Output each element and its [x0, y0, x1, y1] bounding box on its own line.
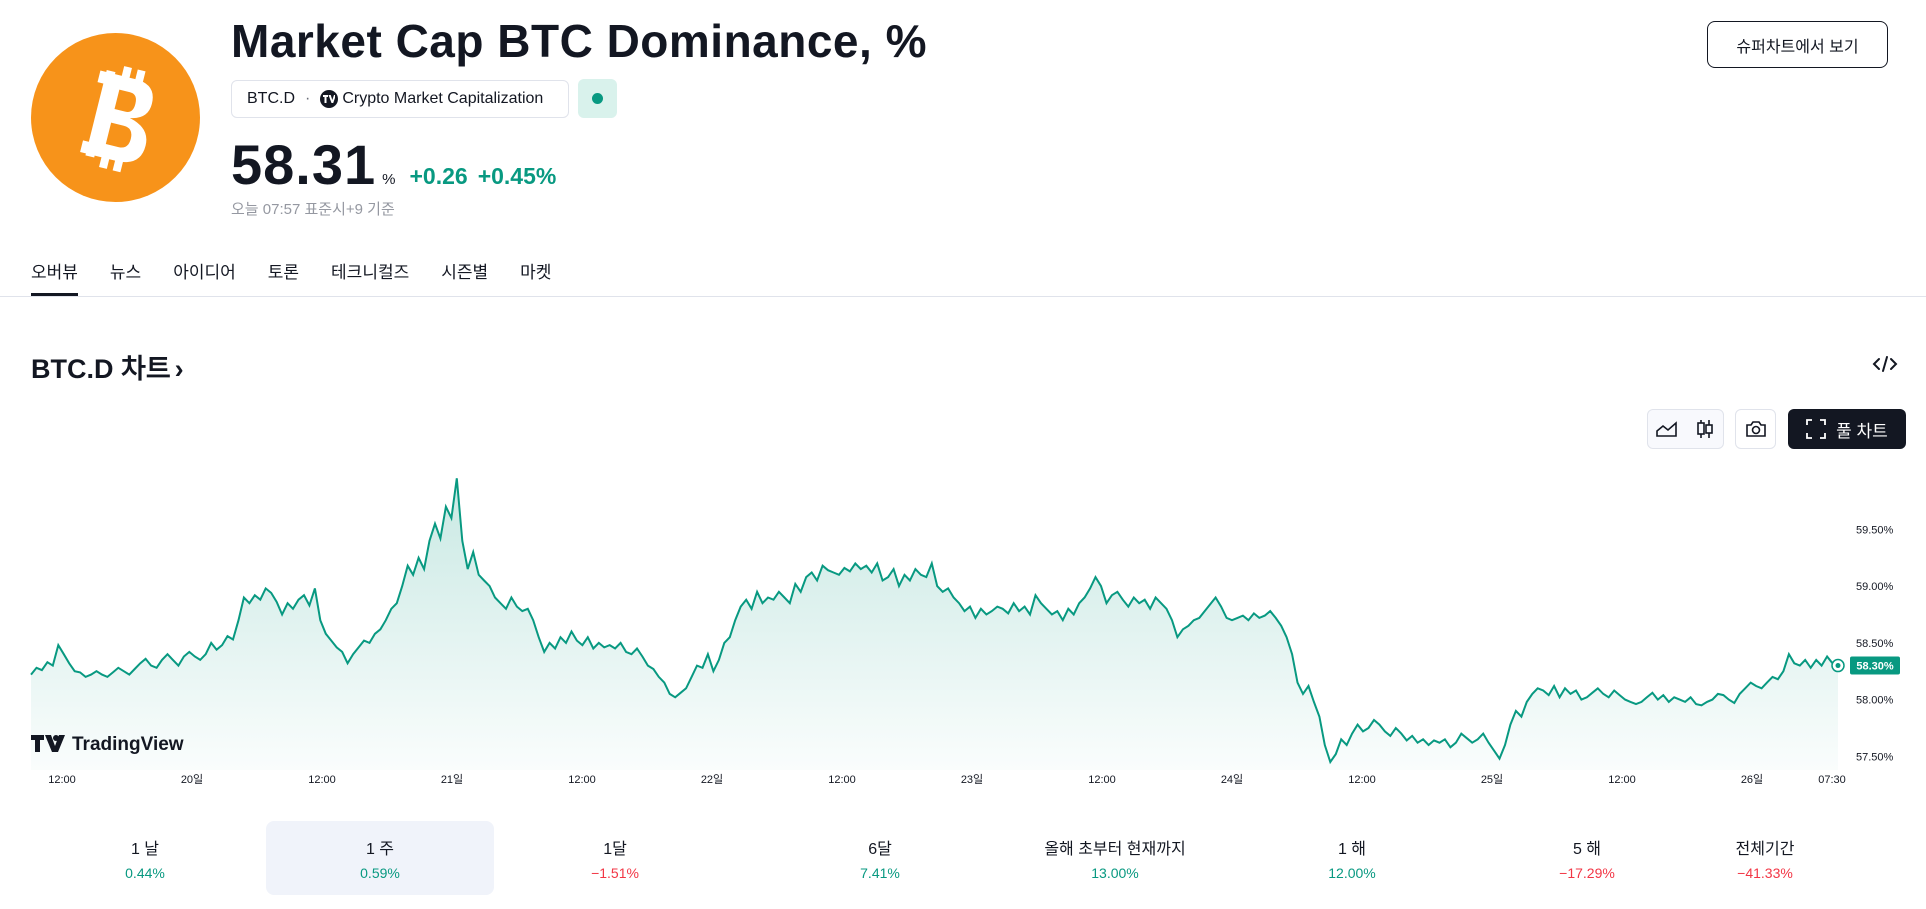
tab-ideas[interactable]: 아이디어: [173, 263, 236, 282]
period-label: 6달: [868, 841, 892, 858]
separator: ·: [305, 90, 311, 107]
last-point-dot: [1835, 663, 1841, 669]
x-tick-label: 25일: [1481, 772, 1503, 786]
x-tick-label: 12:00: [828, 774, 856, 786]
candlestick-button[interactable]: [1686, 410, 1724, 448]
chevron-right-icon: ›: [174, 354, 184, 384]
x-tick-label: 21일: [441, 772, 463, 786]
chart-area-fill: [31, 478, 1838, 770]
market-status-indicator[interactable]: [578, 79, 617, 118]
area-chart-icon: [1656, 421, 1677, 437]
period-label: 5 해: [1572, 841, 1602, 858]
tab-markets[interactable]: 마켓: [520, 263, 552, 282]
period-label: 1 해: [1337, 841, 1367, 858]
x-tick-label: 20일: [181, 772, 203, 786]
price-change-pct: +0.45%: [477, 163, 557, 189]
x-tick-label: 22일: [701, 772, 723, 786]
embed-code-icon[interactable]: [1872, 352, 1898, 376]
price-chart[interactable]: 59.50% 59.00% 58.50% 58.00% 57.50% 58.30% 12:…: [0, 460, 1926, 800]
open-supercharts-button[interactable]: 슈퍼차트에서 보기: [1707, 21, 1888, 68]
chart-title-label: BTC.D 차트: [31, 354, 171, 384]
area-chart-button[interactable]: [1648, 410, 1686, 448]
period-value: 0.44%: [125, 865, 165, 881]
tab-technicals[interactable]: 테크니컬즈: [331, 263, 410, 282]
period-performance-bar: 1 날 0.44% 1 주 0.59% 1달 −1.51% 6달 7.41% 올…: [31, 821, 1882, 895]
x-tick-label: 12:00: [1608, 774, 1636, 786]
bitcoin-logo: [31, 33, 200, 202]
chart-style-switcher: [1647, 409, 1724, 449]
period-all[interactable]: 전체기간 −41.33%: [1651, 821, 1879, 895]
market-open-dot-icon: [592, 93, 603, 104]
period-value: −41.33%: [1737, 865, 1793, 881]
period-value: −1.51%: [591, 865, 639, 881]
x-tick-label: 12:00: [568, 774, 596, 786]
page-title: Market Cap BTC Dominance, %: [231, 15, 927, 67]
x-tick-label: 12:00: [308, 774, 336, 786]
fullscreen-icon: [1806, 419, 1827, 439]
tab-overview[interactable]: 오버뷰: [31, 258, 78, 296]
tradingview-logo-dot: [53, 735, 59, 741]
period-value: 7.41%: [860, 865, 900, 881]
period-6m[interactable]: 6달 7.41%: [766, 821, 994, 895]
tradingview-logo-icon: [31, 735, 65, 752]
symbol-exchange-badge[interactable]: BTC.D · Crypto Market Capitalization: [231, 80, 569, 118]
price-timestamp: 오늘 07:57 표준시+9 기준: [231, 201, 395, 218]
camera-icon: [1745, 421, 1766, 437]
screenshot-button[interactable]: [1735, 409, 1776, 449]
period-1y[interactable]: 1 해 12.00%: [1238, 821, 1466, 895]
tradingview-watermark[interactable]: TradingView: [31, 734, 184, 755]
tab-bar: 오버뷰 뉴스 아이디어 토론 테크니컬즈 시즌별 마켓: [31, 258, 583, 296]
price-unit: %: [382, 171, 396, 188]
period-1m[interactable]: 1달 −1.51%: [501, 821, 729, 895]
last-value-badge: [1850, 656, 1900, 675]
period-label: 1달: [603, 841, 627, 858]
period-value: 13.00%: [1091, 865, 1139, 881]
tradingview-wordmark: TradingView: [72, 734, 184, 755]
x-tick-label: 12:00: [1348, 774, 1376, 786]
x-tick-label: 26일: [1741, 772, 1763, 786]
y-tick-label: 58.50%: [1856, 638, 1894, 650]
period-value: 12.00%: [1328, 865, 1376, 881]
exchange-label: Crypto Market Capitalization: [342, 90, 544, 107]
period-label: 1 주: [365, 841, 395, 858]
period-label: 1 날: [130, 841, 160, 858]
symbol-label: BTC.D: [247, 90, 295, 107]
last-value-label: 58.30%: [1856, 661, 1894, 673]
tradingview-mini-icon: [320, 90, 339, 108]
period-1w[interactable]: 1 주 0.59%: [266, 821, 494, 895]
bitcoin-icon: [80, 66, 153, 173]
period-label: 전체기간: [1735, 841, 1795, 858]
price-row: 58.31% +0.26 +0.45%: [231, 132, 556, 197]
y-tick-label: 59.50%: [1856, 524, 1894, 536]
y-tick-label: 58.00%: [1856, 695, 1894, 707]
x-tick-label: 23일: [961, 772, 983, 786]
candlestick-icon: [1697, 420, 1713, 438]
period-5y[interactable]: 5 해 −17.29%: [1473, 821, 1701, 895]
period-label: 올해 초부터 현재까지: [1044, 841, 1186, 858]
x-tick-label: 24일: [1221, 772, 1243, 786]
tab-news[interactable]: 뉴스: [109, 263, 142, 282]
tab-seasonals[interactable]: 시즌별: [441, 263, 489, 282]
tab-discussion[interactable]: 토론: [267, 263, 300, 282]
y-tick-label: 57.50%: [1856, 751, 1894, 763]
x-tick-label: 12:00: [48, 774, 76, 786]
chart-section-title[interactable]: BTC.D 차트 ›: [31, 347, 184, 386]
period-value: −17.29%: [1559, 865, 1615, 881]
x-tick-label: 07:30: [1818, 774, 1846, 786]
full-chart-label: 풀 차트: [1836, 421, 1888, 441]
current-price: 58.31: [231, 133, 377, 196]
x-tick-label: 12:00: [1088, 774, 1116, 786]
price-change-abs: +0.26: [409, 163, 468, 189]
chart-series-line: [30, 478, 1839, 765]
tab-divider: [0, 296, 1926, 297]
period-ytd[interactable]: 올해 초부터 현재까지 13.00%: [1001, 821, 1229, 895]
period-value: 0.59%: [360, 865, 400, 881]
y-tick-label: 59.00%: [1856, 581, 1894, 593]
full-chart-button[interactable]: 풀 차트: [1788, 409, 1906, 449]
period-1d[interactable]: 1 날 0.44%: [31, 821, 259, 895]
